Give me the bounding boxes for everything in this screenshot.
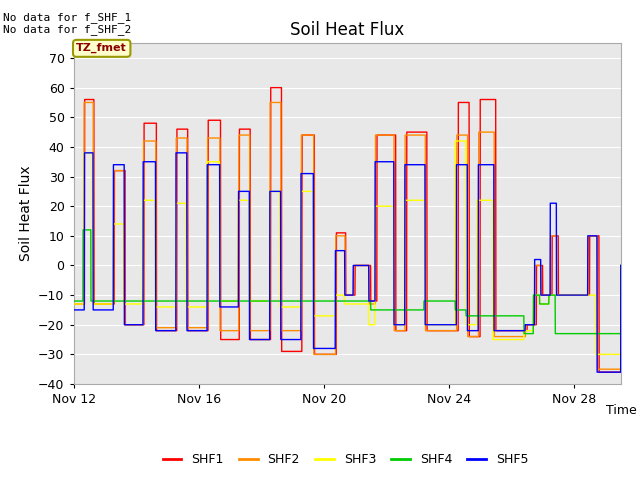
SHF3 (451, 138, 459, 144)
SHF1 (70, 301, 77, 307)
SHF4 (398, 307, 406, 313)
Text: TZ_fmet: TZ_fmet (76, 43, 127, 53)
SHF2 (169, 325, 177, 331)
SHF4 (79, 227, 87, 233)
Line: SHF5: SHF5 (74, 153, 621, 372)
SHF5 (520, 328, 527, 334)
SHF3 (398, 322, 406, 328)
SHF3 (426, 322, 433, 328)
SHF1 (279, 348, 287, 354)
SHF5 (617, 263, 625, 268)
Text: No data for f_SHF_1: No data for f_SHF_1 (3, 12, 131, 23)
SHF1 (478, 96, 486, 102)
SHF2 (80, 99, 88, 105)
SHF4 (617, 263, 625, 268)
SHF5 (279, 336, 287, 342)
SHF3 (279, 304, 287, 310)
Title: Soil Heat Flux: Soil Heat Flux (290, 21, 404, 39)
SHF2 (617, 263, 625, 268)
SHF3 (478, 197, 486, 203)
SHF4 (520, 313, 527, 319)
SHF1 (595, 369, 603, 375)
SHF4 (478, 313, 486, 319)
SHF1 (617, 263, 625, 268)
Legend: SHF1, SHF2, SHF3, SHF4, SHF5: SHF1, SHF2, SHF3, SHF4, SHF5 (157, 448, 534, 471)
SHF5 (70, 307, 77, 313)
SHF1 (169, 328, 177, 334)
Y-axis label: Soil Heat Flux: Soil Heat Flux (19, 166, 33, 262)
Line: SHF2: SHF2 (74, 102, 621, 369)
SHF5 (426, 322, 433, 328)
SHF4 (279, 298, 287, 304)
SHF1 (426, 328, 433, 334)
SHF5 (169, 328, 177, 334)
SHF1 (520, 328, 527, 334)
SHF2 (70, 301, 77, 307)
SHF2 (398, 328, 406, 334)
Text: No data for f_SHF_2: No data for f_SHF_2 (3, 24, 131, 35)
X-axis label: Time: Time (607, 405, 637, 418)
SHF2 (593, 366, 601, 372)
SHF3 (592, 351, 600, 357)
SHF2 (426, 328, 433, 334)
Line: SHF4: SHF4 (74, 230, 621, 334)
SHF5 (593, 369, 601, 375)
SHF1 (398, 328, 406, 334)
Line: SHF3: SHF3 (74, 141, 621, 354)
SHF1 (267, 85, 275, 91)
SHF3 (70, 301, 77, 307)
SHF4 (520, 331, 528, 336)
SHF2 (520, 334, 527, 339)
SHF5 (478, 162, 486, 168)
SHF4 (169, 298, 177, 304)
SHF3 (617, 263, 625, 268)
Line: SHF1: SHF1 (74, 88, 621, 372)
SHF3 (520, 336, 527, 342)
SHF5 (81, 150, 88, 156)
SHF2 (279, 328, 287, 334)
SHF5 (398, 322, 406, 328)
SHF4 (70, 298, 77, 304)
SHF4 (426, 298, 433, 304)
SHF2 (478, 129, 486, 135)
SHF3 (169, 304, 177, 310)
